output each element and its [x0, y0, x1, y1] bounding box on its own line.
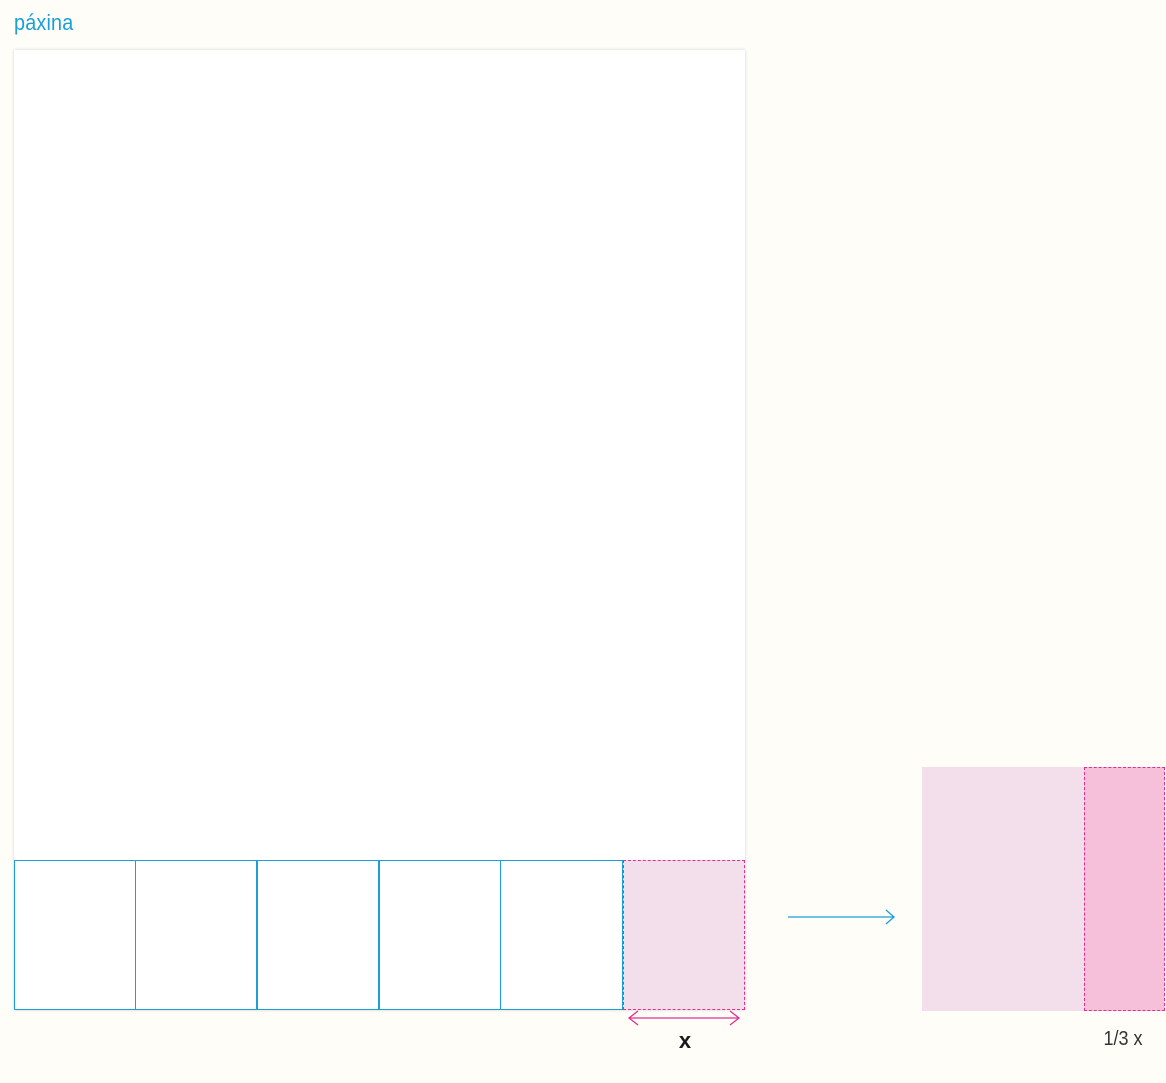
grid-cell-1 — [14, 860, 136, 1010]
page-label: páxina — [14, 10, 74, 35]
grid-cell-2 — [135, 860, 257, 1010]
one-third-strip — [1084, 767, 1165, 1011]
zoomed-cell — [922, 767, 1165, 1011]
grid-cell-3 — [257, 860, 379, 1010]
arrow-right-icon — [788, 909, 895, 925]
dimension-arrow-icon — [627, 1010, 741, 1026]
grid-cell-4 — [379, 860, 501, 1010]
fraction-label: 1/3 x — [1103, 1028, 1143, 1050]
bottom-cell-row — [14, 860, 745, 1010]
highlighted-cell — [623, 860, 745, 1010]
grid-cell-5 — [500, 860, 623, 1010]
dimension-label: x — [678, 1028, 692, 1053]
page-frame — [14, 50, 745, 1010]
